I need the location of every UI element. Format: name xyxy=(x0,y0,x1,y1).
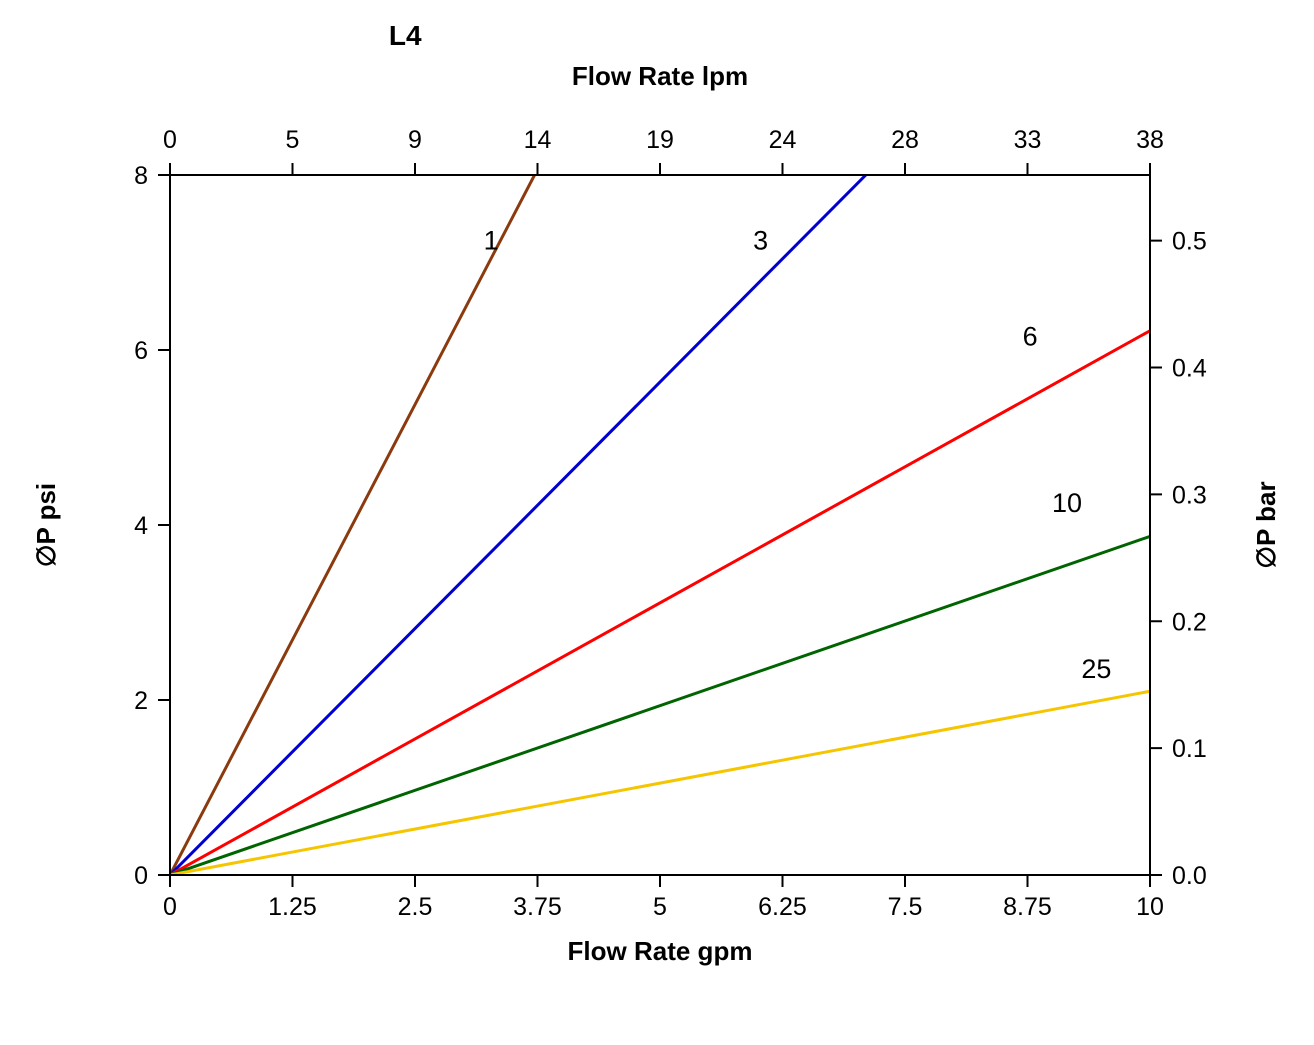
x-bottom-tick-label: 7.5 xyxy=(888,893,923,921)
y-left-axis-label: ∅P psi xyxy=(31,483,61,567)
y-left-tick-label: 4 xyxy=(134,512,148,540)
x-bottom-tick-label: 1.25 xyxy=(268,893,317,921)
x-bottom-tick-label: 5 xyxy=(653,893,667,921)
y-right-axis-label: ∅P bar xyxy=(1251,481,1281,568)
chart-container: L4 Flow Rate lpm Flow Rate gpm ∅P psi ∅P bar… xyxy=(0,0,1314,1045)
series-label-1: 1 xyxy=(484,225,499,255)
x-bottom-tick-label: 10 xyxy=(1136,893,1164,921)
x-top-tick-label: 24 xyxy=(769,126,797,154)
x-bottom-tick-label: 8.75 xyxy=(1003,893,1052,921)
x-top-tick-label: 28 xyxy=(891,126,919,154)
series-label-3: 3 xyxy=(753,225,768,255)
x-bottom-tick-label: 2.5 xyxy=(398,893,433,921)
x-top-tick-label: 5 xyxy=(286,126,300,154)
y-left-tick-label: 0 xyxy=(134,862,148,890)
y-right-tick-label: 0.3 xyxy=(1172,481,1207,509)
y-right-tick-label: 0.0 xyxy=(1172,862,1207,890)
x-bottom-tick-label: 6.25 xyxy=(758,893,807,921)
x-top-tick-label: 14 xyxy=(524,126,552,154)
y-right-tick-label: 0.5 xyxy=(1172,228,1207,256)
y-left-tick-label: 2 xyxy=(134,687,148,715)
y-right-tick-label: 0.2 xyxy=(1172,608,1207,636)
x-top-axis-label: Flow Rate lpm xyxy=(572,61,748,91)
x-top-tick-label: 38 xyxy=(1136,126,1164,154)
y-right-tick-label: 0.1 xyxy=(1172,735,1207,763)
y-left-tick-label: 6 xyxy=(134,337,148,365)
x-top-tick-label: 0 xyxy=(163,126,177,154)
x-bottom-tick-label: 3.75 xyxy=(513,893,562,921)
x-top-tick-label: 9 xyxy=(408,126,422,154)
y-left-tick-label: 8 xyxy=(134,162,148,190)
chart-svg: L4 Flow Rate lpm Flow Rate gpm ∅P psi ∅P bar… xyxy=(0,0,1314,1045)
chart-bg xyxy=(0,0,1314,1045)
chart-title: L4 xyxy=(389,20,422,51)
series-label-10: 10 xyxy=(1052,488,1082,518)
x-bottom-tick-label: 0 xyxy=(163,893,177,921)
x-top-tick-label: 19 xyxy=(646,126,674,154)
y-right-tick-label: 0.4 xyxy=(1172,355,1207,383)
x-bottom-axis-label: Flow Rate gpm xyxy=(568,936,753,966)
series-label-6: 6 xyxy=(1023,322,1038,352)
series-label-25: 25 xyxy=(1081,654,1111,684)
x-top-tick-label: 33 xyxy=(1014,126,1042,154)
